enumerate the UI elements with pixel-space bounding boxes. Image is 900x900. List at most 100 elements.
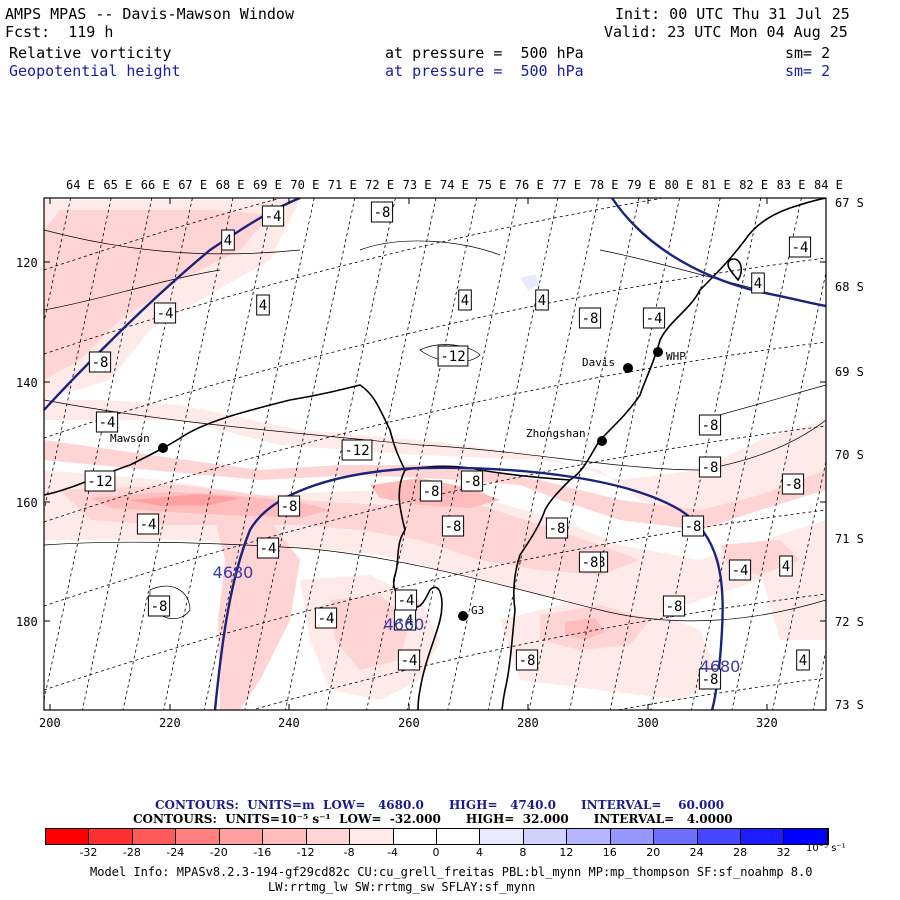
- vorticity-label: 4: [799, 653, 807, 669]
- vorticity-label: 4: [224, 233, 232, 249]
- vorticity-label-box: [221, 229, 235, 251]
- lon-label: 71 E: [328, 178, 357, 192]
- vorticity-label-box: [796, 649, 810, 671]
- colorbar-swatch: [523, 829, 568, 844]
- colorbar-label: -32: [79, 846, 98, 859]
- vorticity-contours: [44, 229, 826, 622]
- lat-label: 70 S: [835, 448, 864, 462]
- vorticity-label: 4: [259, 298, 267, 314]
- lon-label: 70 E: [290, 178, 319, 192]
- station-label: Davis: [582, 356, 615, 369]
- map-title: AMPS MPAS -- Davis-Mawson Window: [5, 5, 294, 23]
- vorticity-label: -8: [582, 555, 599, 571]
- station-marker: [653, 347, 663, 357]
- field1-name: Relative vorticity: [9, 44, 172, 62]
- colorbar-label: 0: [432, 846, 440, 859]
- station-label: WHP: [666, 350, 686, 363]
- vorticity-label-box: [261, 205, 285, 227]
- y-tick-label: 140: [16, 376, 38, 390]
- x-tick-label: 220: [159, 716, 181, 730]
- colorbar-swatch: [480, 829, 524, 844]
- station-label: G3: [471, 604, 484, 617]
- colorbar-label: -20: [209, 846, 228, 859]
- lat-label: 67 S: [835, 196, 864, 210]
- vorticity-label-box: [341, 439, 373, 461]
- vorticity-label-box: [147, 595, 171, 617]
- field2-pressure: at pressure = 500 hPa: [385, 62, 584, 80]
- vorticity-label-box: [578, 307, 602, 329]
- lon-label: 81 E: [702, 178, 731, 192]
- lon-label: 75 E: [477, 178, 506, 192]
- vorticity-label-box: [393, 609, 417, 631]
- vorticity-label: -12: [87, 474, 112, 490]
- height-contour-label: 4680: [213, 563, 254, 582]
- lon-label: 65 E: [103, 178, 132, 192]
- y-tick-label: 120: [16, 256, 38, 270]
- vorticity-label: -4: [732, 563, 749, 579]
- field2-name: Geopotential height: [9, 62, 181, 80]
- colorbar-label: 4: [475, 846, 483, 859]
- vorticity-label-box: [698, 668, 722, 690]
- lon-label: 73 E: [403, 178, 432, 192]
- lon-label: 72 E: [365, 178, 394, 192]
- lon-label: 80 E: [664, 178, 693, 192]
- colorbar-label: -28: [122, 846, 141, 859]
- vorticity-label: -8: [549, 521, 566, 537]
- vorticity-label: -4: [646, 311, 663, 327]
- vorticity-label-box: [788, 236, 812, 258]
- colorbar-swatch: [567, 829, 611, 844]
- model-info-line2: LW:rrtmg_lw SW:rrtmg_sw SFLAY:sf_mynn: [268, 880, 536, 894]
- vorticity-label: 4: [782, 559, 790, 575]
- vorticity-label-box: [277, 495, 301, 517]
- colorbar-label: 28: [733, 846, 748, 859]
- colorbar-label: 8: [519, 846, 527, 859]
- vorticity-label-box: [460, 470, 484, 492]
- lat-label: 73 S: [835, 698, 864, 712]
- vorticity-label-box: [95, 411, 119, 433]
- vorticity-label: 4: [461, 293, 469, 309]
- vorticity-label: -8: [281, 499, 298, 515]
- vorticity-label: -4: [140, 517, 157, 533]
- vorticity-label-box: [153, 302, 177, 324]
- colorbar-label: -12: [296, 846, 315, 859]
- colorbar-label: 16: [602, 846, 617, 859]
- colorbar-swatch: [263, 829, 307, 844]
- colorbar-label: -8: [343, 846, 355, 859]
- field1-smoothing: sm= 2: [785, 44, 831, 62]
- station-marker: [623, 363, 633, 373]
- vorticity-label-box: [136, 513, 160, 535]
- vorticity-label-box: [256, 537, 280, 559]
- vorticity-label-box: [515, 649, 539, 671]
- lon-label: 84 E: [814, 178, 843, 192]
- vorticity-label: -4: [265, 209, 282, 225]
- vorticity-label: -8: [582, 311, 599, 327]
- vorticity-label-box: [437, 345, 469, 367]
- colorbar-label: -24: [166, 846, 185, 859]
- vorticity-label: -4: [260, 541, 277, 557]
- colorbar-label: -16: [253, 846, 272, 859]
- colorbar-swatch: [654, 829, 698, 844]
- forecast-hour: Fcst: 119 h: [5, 23, 114, 41]
- colorbar-swatch: [741, 829, 785, 844]
- lon-label: 68 E: [216, 178, 245, 192]
- colorbar-swatch: [393, 829, 437, 844]
- vorticity-label-box: [535, 289, 549, 311]
- colorbar-swatch: [132, 829, 177, 844]
- colorbar-label: 32: [776, 846, 791, 859]
- vorticity-label-box: [728, 559, 752, 581]
- colorbar-label: 12: [559, 846, 574, 859]
- vorticity-label: 4: [754, 276, 762, 292]
- x-tick-label: 260: [398, 716, 420, 730]
- init-time: Init: 00 UTC Thu 31 Jul 25: [615, 5, 850, 23]
- colorbar-label: -4: [387, 846, 399, 859]
- y-tick-label: 180: [16, 615, 38, 629]
- station-marker: [597, 436, 607, 446]
- colorbar-swatch: [219, 829, 264, 844]
- vorticity-label: -4: [99, 415, 116, 431]
- lon-label: 79 E: [627, 178, 656, 192]
- x-tick-label: 200: [39, 716, 61, 730]
- lon-label: 66 E: [141, 178, 170, 192]
- vorticity-label: -8: [423, 484, 440, 500]
- vorticity-label: -12: [344, 443, 369, 459]
